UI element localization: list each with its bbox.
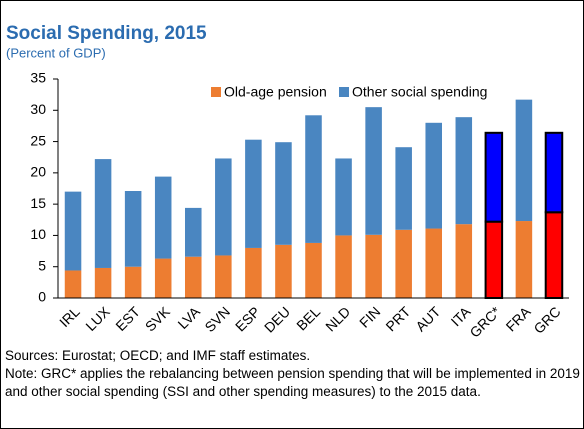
x-tick-label: GRC* — [466, 303, 504, 341]
legend-swatch — [211, 87, 221, 97]
legend-swatch — [339, 87, 349, 97]
bar-segment — [64, 270, 82, 298]
bar-segment — [395, 147, 412, 230]
y-tick-label: 15 — [30, 195, 46, 211]
x-tick-label: AUT — [412, 303, 443, 334]
chart-subtitle: (Percent of GDP) — [6, 45, 106, 60]
y-tick-label: 30 — [30, 101, 46, 117]
bar-segment — [275, 244, 292, 298]
chart-title: Social Spending, 2015 — [6, 23, 207, 44]
bar-segment — [484, 220, 504, 299]
x-tick-label: IRL — [56, 303, 83, 330]
bar-segment — [245, 247, 262, 298]
bar-segment — [154, 258, 172, 298]
bar-segment — [455, 117, 473, 225]
bar-segment — [515, 99, 533, 222]
x-tick-label: SVK — [142, 303, 174, 335]
x-tick-label: FIN — [356, 303, 383, 330]
bar-segment — [94, 159, 112, 268]
y-tick-label: 10 — [30, 226, 46, 242]
bar-segment — [365, 234, 382, 298]
x-tick-label: DEU — [261, 303, 293, 335]
bar-segment — [455, 224, 473, 298]
x-tick-label: FRA — [503, 303, 535, 335]
bar-segment — [484, 131, 504, 223]
bar-segment — [305, 242, 322, 298]
bar-segment — [215, 255, 232, 298]
sources: Sources: Eurostat; OECD; and IMF staff e… — [5, 348, 311, 363]
bar-segment — [245, 139, 262, 248]
bar-segment — [515, 221, 533, 298]
y-tick-label: 0 — [38, 289, 46, 305]
x-tick-label: EST — [112, 303, 143, 334]
y-tick-label: 25 — [30, 132, 46, 148]
bar-segment — [425, 122, 443, 229]
y-tick-label: 5 — [38, 257, 46, 273]
y-tick-label: 20 — [30, 164, 46, 180]
bar-segment — [425, 228, 443, 298]
bar-segment — [154, 176, 172, 259]
bar-segment — [275, 142, 292, 245]
bar-segment — [124, 191, 142, 267]
notes: Sources: Eurostat; OECD; and IMF staff e… — [5, 347, 581, 401]
bar-segment — [64, 191, 82, 271]
y-tick-label: 35 — [30, 70, 46, 86]
legend-label: Other social spending — [352, 84, 487, 100]
x-tick-label: ESP — [232, 303, 263, 334]
note: Note: GRC* applies the rebalancing betwe… — [5, 366, 580, 399]
bar-segment — [335, 158, 352, 236]
x-tick-label: GRC — [530, 303, 563, 336]
bar-segment — [94, 267, 112, 298]
x-tick-label: NLD — [322, 303, 353, 334]
x-tick-label: LUX — [82, 303, 113, 334]
x-tick-label: PRT — [382, 303, 413, 334]
legend-label: Old-age pension — [224, 84, 327, 100]
x-tick-label: SVN — [201, 303, 233, 335]
bar-segment — [544, 131, 564, 214]
bar-segment — [335, 235, 352, 298]
bar-segment — [124, 266, 142, 298]
x-tick-label: BEL — [293, 303, 323, 333]
bar-segment — [395, 229, 412, 298]
bar-segment — [365, 107, 382, 235]
bar-segment — [184, 256, 202, 298]
bar-segment — [305, 115, 322, 243]
x-tick-label: LVA — [174, 303, 203, 332]
bar-segment — [184, 207, 202, 257]
chart: Social Spending, 2015 (Percent of GDP) 0… — [6, 23, 569, 341]
bar-segment — [215, 158, 232, 256]
bar-segment — [544, 211, 564, 299]
